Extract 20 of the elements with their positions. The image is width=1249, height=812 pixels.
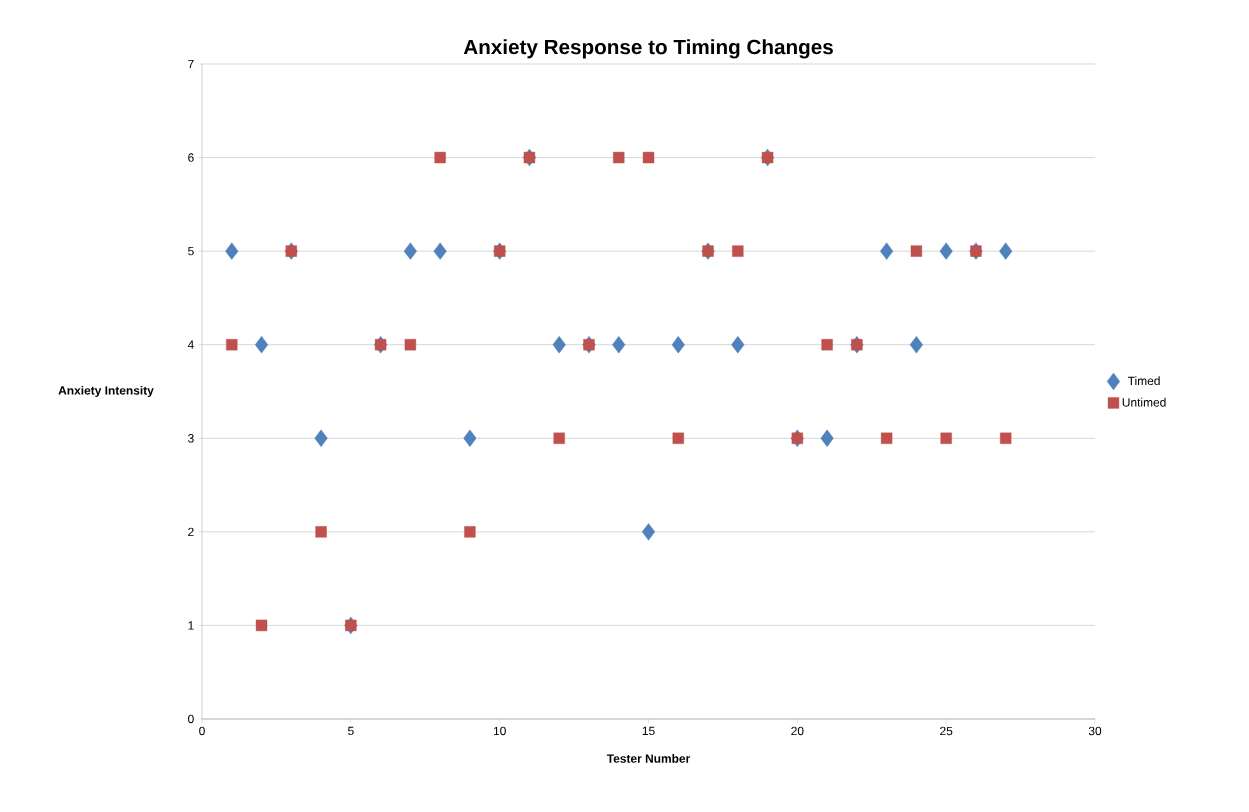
x-tick-label: 5: [348, 726, 354, 736]
x-tick-label: 20: [791, 726, 804, 736]
chart-title: Anxiety Response to Timing Changes: [463, 39, 833, 59]
y-tick-label: 5: [188, 246, 194, 256]
legend-label: Timed: [1127, 376, 1160, 386]
y-tick-label: 7: [188, 59, 194, 69]
y-tick-label: 6: [188, 153, 194, 162]
x-tick-label: 25: [940, 726, 953, 736]
x-axis-title: Tester Number: [606, 754, 691, 763]
x-tick-label: 0: [199, 726, 205, 736]
y-tick-label: 2: [188, 527, 194, 537]
y-axis-title: Anxiety Intensity: [58, 385, 154, 398]
legend-label: Untimed: [1122, 397, 1166, 407]
x-tick-label: 10: [493, 726, 506, 736]
y-tick-label: 1: [188, 621, 194, 630]
y-tick-label: 3: [188, 434, 194, 443]
x-tick-label: 15: [642, 726, 655, 736]
x-tick-label: 30: [1088, 726, 1102, 736]
y-tick-label: 0: [188, 714, 194, 724]
y-tick-label: 4: [187, 340, 194, 349]
